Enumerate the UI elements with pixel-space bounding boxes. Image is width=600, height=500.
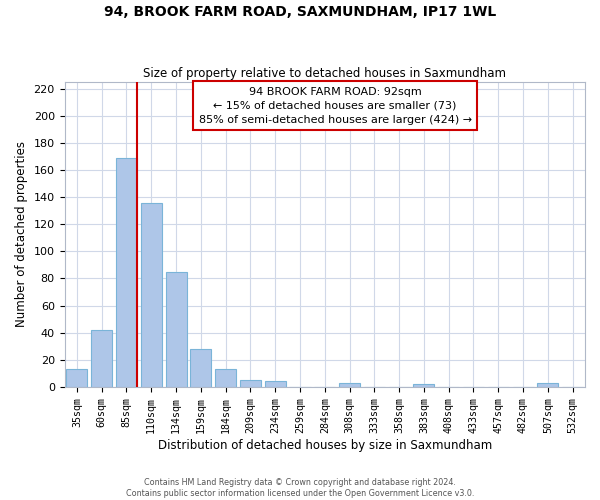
Bar (116, 158, 137, 387)
Bar (67, 369, 88, 387)
Bar (240, 380, 261, 387)
X-axis label: Distribution of detached houses by size in Saxmundham: Distribution of detached houses by size … (158, 440, 492, 452)
Text: Contains HM Land Registry data © Crown copyright and database right 2024.
Contai: Contains HM Land Registry data © Crown c… (126, 478, 474, 498)
Bar (537, 383, 559, 387)
Text: 94 BROOK FARM ROAD: 92sqm
← 15% of detached houses are smaller (73)
85% of semi-: 94 BROOK FARM ROAD: 92sqm ← 15% of detac… (199, 86, 472, 124)
Bar (91, 330, 112, 387)
Bar (141, 202, 162, 387)
Bar (265, 382, 286, 387)
Bar (339, 383, 360, 387)
Y-axis label: Number of detached properties: Number of detached properties (15, 142, 28, 328)
Bar (166, 272, 187, 387)
Text: 94, BROOK FARM ROAD, SAXMUNDHAM, IP17 1WL: 94, BROOK FARM ROAD, SAXMUNDHAM, IP17 1W… (104, 5, 496, 19)
Bar (413, 384, 434, 387)
Bar (190, 349, 211, 387)
Bar (215, 369, 236, 387)
Title: Size of property relative to detached houses in Saxmundham: Size of property relative to detached ho… (143, 66, 506, 80)
